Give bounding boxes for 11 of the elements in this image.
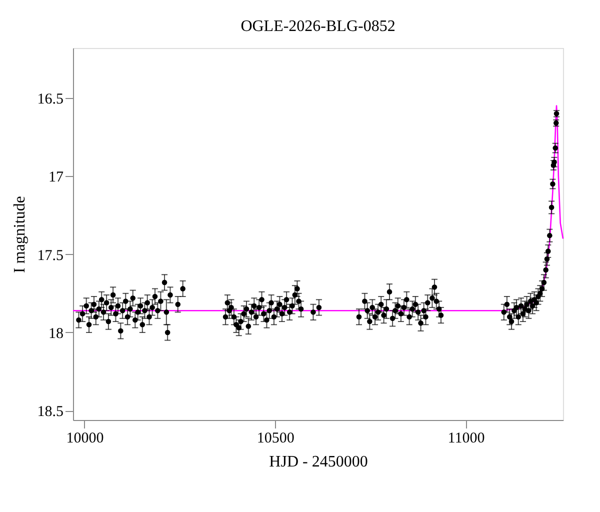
y-tick-label: 18.5 bbox=[37, 404, 64, 420]
x-tick-label: 10500 bbox=[256, 430, 294, 446]
y-tick-label: 17.5 bbox=[37, 248, 64, 264]
y-tick-label: 16.5 bbox=[37, 92, 64, 108]
chart-title: OGLE-2026-BLG-0852 bbox=[240, 18, 396, 35]
x-axis-title: HJD - 2450000 bbox=[269, 454, 368, 470]
y-axis-title: I magnitude bbox=[11, 196, 28, 273]
x-tick-label: 10000 bbox=[66, 430, 104, 446]
x-tick-label: 11000 bbox=[448, 430, 485, 446]
y-tick-label: 18 bbox=[48, 326, 64, 342]
y-tick-label: 17 bbox=[48, 170, 64, 186]
